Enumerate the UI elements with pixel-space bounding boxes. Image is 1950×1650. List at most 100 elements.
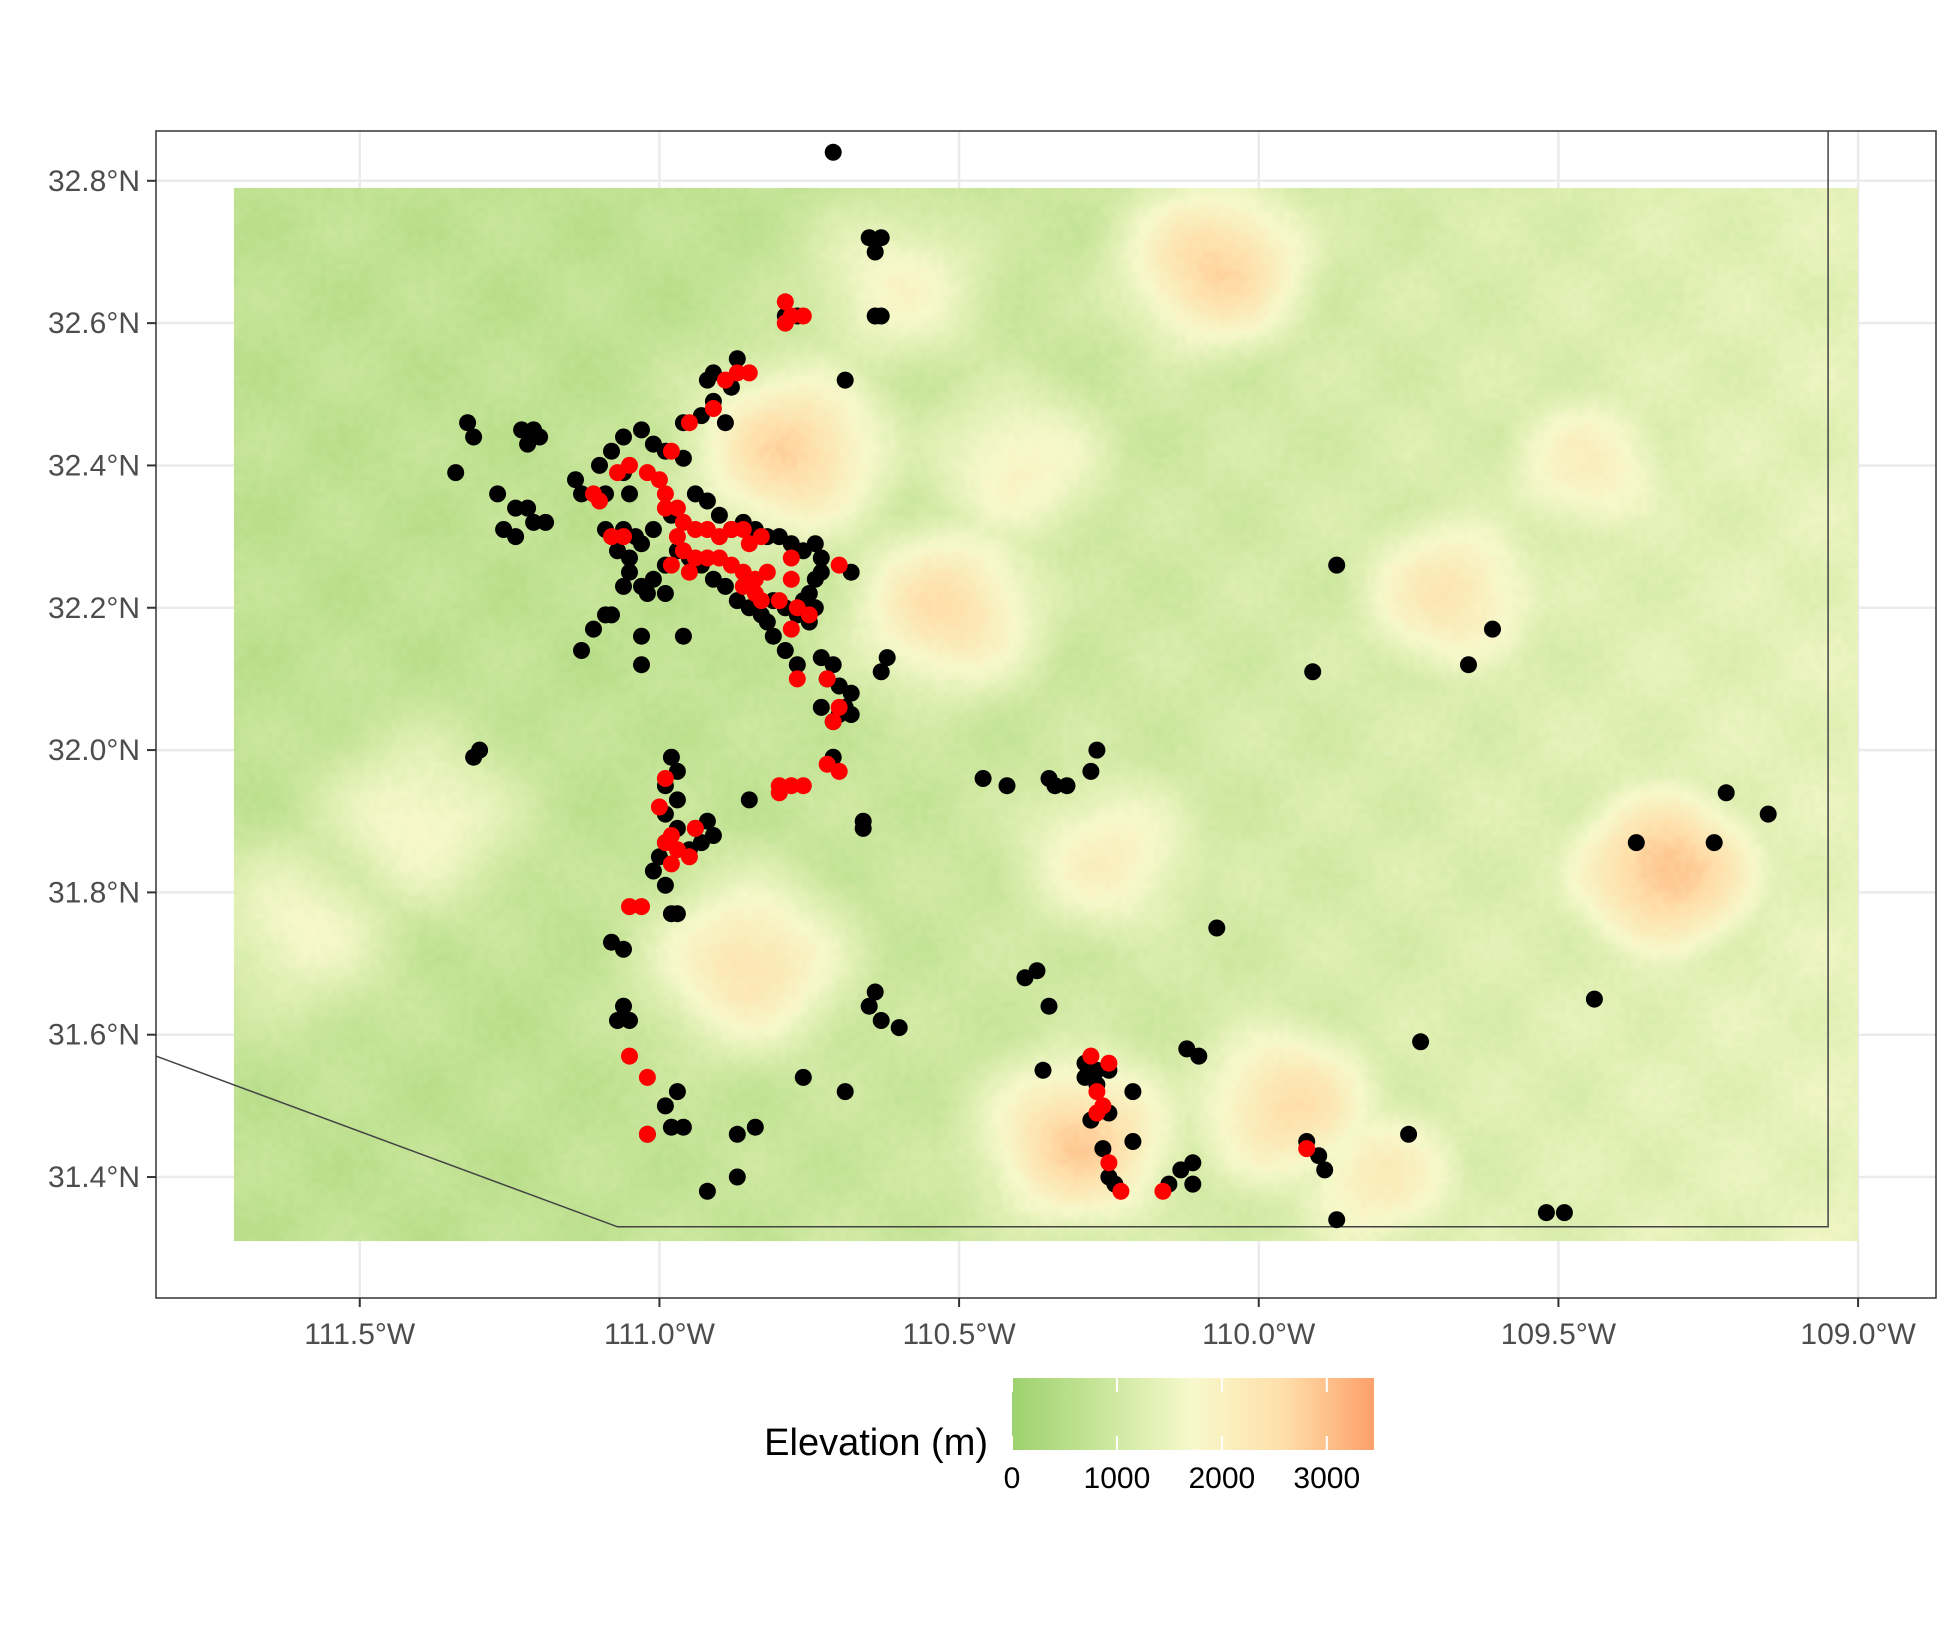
elevation-raster: [233, 187, 1859, 1242]
point-1-70: [621, 1047, 638, 1065]
point-0-32: [573, 485, 590, 503]
point-0-84: [615, 577, 632, 595]
elevation-raster-image: [233, 187, 1859, 1242]
point-0-89: [603, 606, 620, 624]
legend-title: Elevation (m): [764, 1422, 988, 1464]
point-0-76: [704, 570, 722, 588]
point-0-160: [1088, 741, 1106, 759]
point-1-74: [1100, 1054, 1118, 1072]
point-1-81: [1298, 1140, 1316, 1158]
point-0-6: [836, 371, 854, 389]
point-0-150: [872, 1012, 890, 1029]
point-0-33: [591, 456, 608, 474]
point-0-11: [698, 371, 716, 389]
point-0-47: [621, 549, 638, 567]
point-1-3: [782, 307, 800, 325]
state-boundary: [156, 131, 1829, 1228]
point-1-8: [680, 414, 698, 432]
point-0-94: [758, 613, 776, 631]
point-0-97: [788, 656, 806, 674]
point-0-183: [1208, 919, 1226, 937]
point-1-47: [782, 620, 800, 638]
point-0-186: [1316, 1161, 1334, 1179]
point-1-44: [770, 592, 788, 610]
point-0-74: [728, 592, 746, 610]
point-0-34: [603, 442, 620, 460]
point-1-0: [776, 293, 794, 311]
point-0-170: [1124, 1083, 1142, 1101]
point-0-114: [662, 748, 680, 766]
y-tick-label-7: 32.8°N: [48, 165, 140, 198]
point-0-196: [1759, 805, 1777, 823]
point-1-48: [752, 592, 770, 610]
point-0-9: [728, 350, 746, 368]
plot-panel-border: [155, 130, 1937, 1299]
point-0-189: [1412, 1033, 1430, 1051]
point-1-58: [794, 777, 812, 795]
point-0-123: [656, 876, 674, 894]
point-0-143: [728, 1125, 746, 1143]
x-tick-label-1: 111.0°W: [604, 1318, 716, 1351]
point-0-199: [1484, 620, 1501, 638]
point-0-61: [806, 535, 824, 553]
point-0-24: [489, 485, 507, 503]
point-1-75: [1088, 1083, 1106, 1101]
point-0-35: [615, 428, 632, 446]
point-0-48: [633, 535, 650, 553]
point-1-68: [633, 898, 650, 916]
point-0-108: [878, 649, 896, 667]
point-1-32: [698, 549, 716, 567]
point-0-1: [860, 229, 878, 247]
point-0-146: [794, 1068, 812, 1086]
point-0-16: [716, 414, 734, 432]
point-1-77: [1088, 1104, 1106, 1122]
legend-tick-label-1: 1000: [1084, 1462, 1151, 1495]
x-tick-label-4: 109.5°W: [1501, 1318, 1617, 1351]
point-1-66: [686, 819, 704, 837]
point-0-158: [1058, 777, 1076, 795]
point-0-88: [585, 620, 602, 638]
y-tick-label-1: 31.6°N: [48, 1019, 140, 1052]
point-0-117: [668, 791, 686, 809]
y-tick-label-2: 31.8°N: [48, 876, 140, 909]
point-0-131: [668, 905, 686, 923]
point-1-52: [830, 698, 848, 716]
point-0-99: [824, 656, 842, 674]
point-1-4: [740, 364, 758, 382]
point-0-25: [507, 499, 525, 517]
legend-ticks: 0 1000 2000 3000: [1004, 1378, 1360, 1495]
point-0-182: [1190, 1047, 1208, 1065]
point-0-179: [1184, 1154, 1202, 1172]
point-0-113: [465, 748, 483, 766]
point-0-90: [573, 642, 590, 659]
point-0-27: [525, 513, 543, 531]
point-1-78: [1100, 1154, 1118, 1172]
point-0-197: [1328, 556, 1346, 574]
point-0-53: [710, 506, 728, 524]
point-0-148: [866, 983, 884, 1001]
y-tick-label-3: 32.0°N: [48, 734, 140, 767]
point-1-31: [686, 549, 704, 567]
point-0-64: [806, 570, 824, 588]
point-1-9: [662, 442, 680, 460]
point-0-145: [728, 1168, 746, 1186]
point-1-71: [638, 1068, 656, 1086]
point-0-20: [513, 421, 531, 439]
point-0-30: [507, 528, 525, 546]
point-0-162: [1016, 969, 1034, 987]
y-tick-label-6: 32.6°N: [48, 307, 140, 340]
point-0-164: [1034, 1061, 1052, 1079]
point-0-137: [668, 1083, 686, 1101]
point-0-155: [998, 777, 1016, 795]
point-1-18: [615, 528, 632, 546]
point-0-23: [531, 428, 549, 446]
point-0-28: [537, 513, 555, 531]
point-0-49: [644, 521, 662, 538]
y-axis: 31.4°N 31.6°N 31.8°N 32.0°N 32.2°N 32.4°N 32.6…: [48, 165, 156, 1194]
point-0-85: [638, 585, 656, 602]
point-0-106: [812, 698, 830, 716]
legend-tick-label-2: 2000: [1188, 1462, 1255, 1495]
point-1-29: [668, 528, 686, 546]
point-0-192: [1585, 990, 1603, 1008]
point-1-19: [656, 499, 674, 517]
